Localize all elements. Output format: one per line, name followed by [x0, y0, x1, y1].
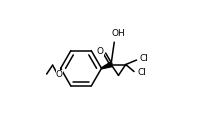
Text: Cl: Cl — [138, 68, 146, 77]
Text: O: O — [56, 70, 63, 79]
Polygon shape — [101, 62, 112, 69]
Text: Cl: Cl — [140, 54, 149, 63]
Text: O: O — [97, 47, 104, 57]
Text: OH: OH — [112, 29, 125, 38]
